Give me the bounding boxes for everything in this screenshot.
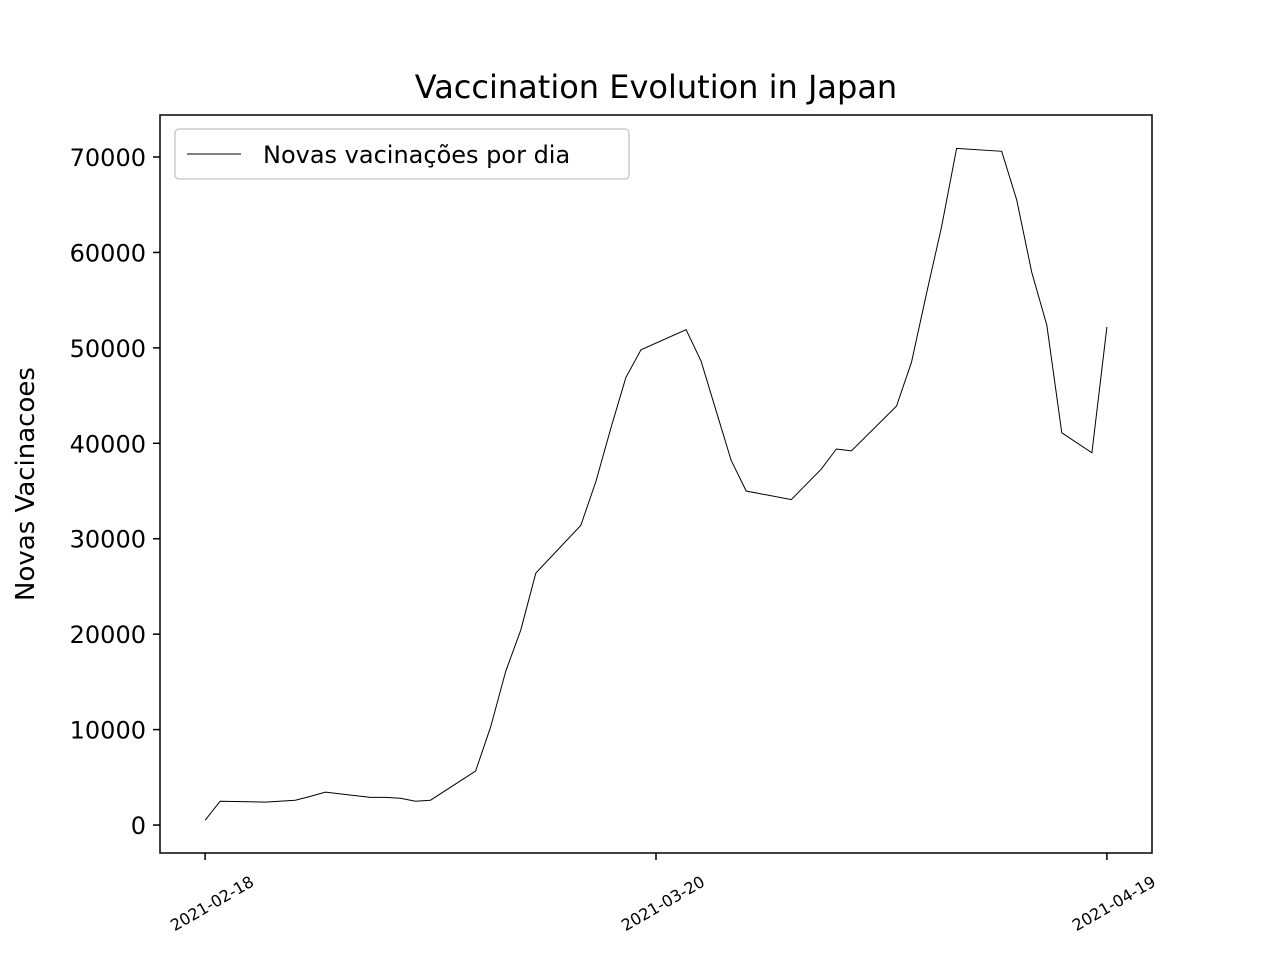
x-axis-label: Date [624,958,689,960]
x-tick-label: 2021-02-18 [167,872,257,935]
legend [174,128,630,180]
plot-frame [159,114,1153,854]
line [204,147,1108,821]
x-tick-label: 2021-03-20 [618,872,708,935]
y-tick-label: 50000 [70,335,146,363]
y-axis-label: Novas Vacinacoes [11,367,41,601]
x-tick-label: 2021-04-19 [1069,872,1159,935]
y-tick-label: 10000 [70,717,146,745]
y-tick-label: 30000 [70,526,146,554]
legend-label: Novas vacinações por dia [263,141,570,169]
chart-title: Vaccination Evolution in Japan [415,68,897,106]
y-tick-label: 60000 [70,239,146,267]
y-tick-label: 70000 [70,144,146,172]
legend-box [174,128,630,180]
y-tick-label: 40000 [70,430,146,458]
y-tick-label: 0 [131,812,146,840]
y-tick-label: 20000 [70,621,146,649]
